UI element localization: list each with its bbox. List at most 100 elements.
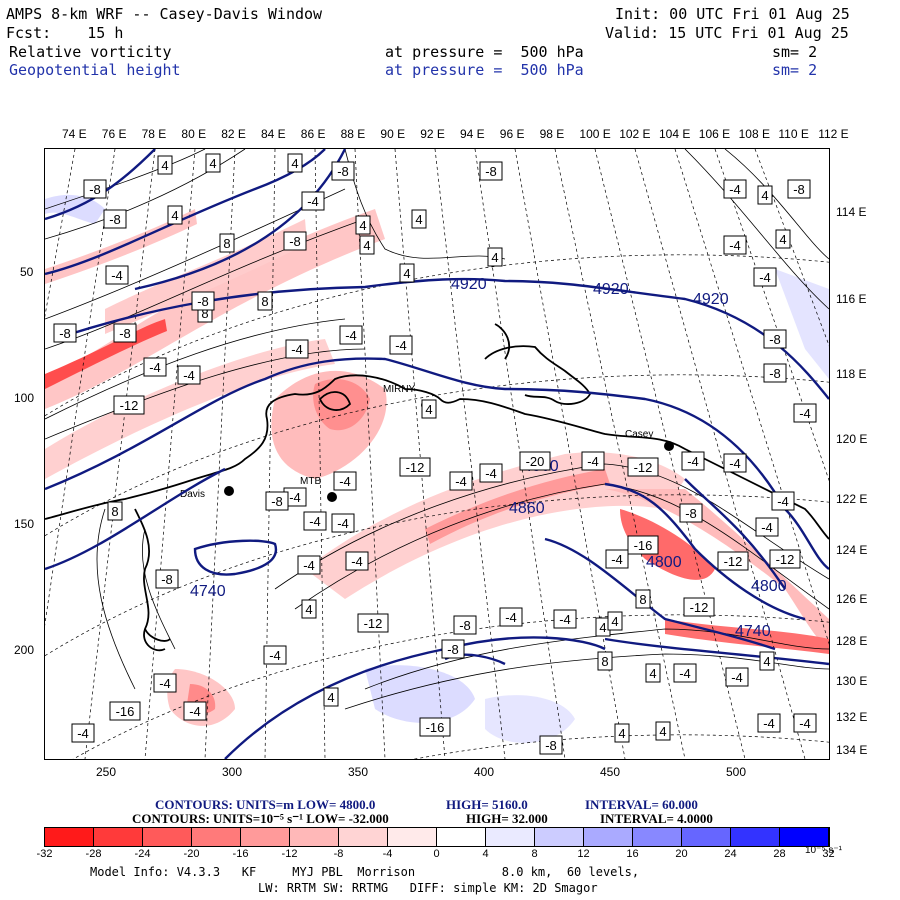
- vorticity-label-box: [287, 153, 303, 173]
- vorticity-label-box: [723, 179, 747, 199]
- vorticity-label: -12: [690, 600, 709, 615]
- x-tick-label: 400: [474, 765, 495, 779]
- vorticity-label: -8: [485, 164, 497, 179]
- color-bar-label: 16: [626, 848, 639, 860]
- station-label-casey: Casey: [625, 429, 653, 440]
- vorticity-label-box: [479, 463, 503, 483]
- height-label: 4740: [190, 583, 226, 600]
- color-bar-label: -28: [85, 848, 102, 860]
- vorticity-label: 4: [763, 654, 770, 669]
- right-longitude-label: 116 E: [836, 292, 867, 306]
- vorticity-label: 4: [761, 188, 768, 203]
- top-longitude-label: 74 E: [62, 127, 87, 141]
- field1-name: Relative vorticity: [9, 43, 172, 61]
- vorticity-label: -8: [161, 572, 173, 587]
- vorticity-label: 4: [599, 620, 606, 635]
- vorticity-label-box: [763, 363, 787, 383]
- top-longitude-label: 94 E: [460, 127, 485, 141]
- vorticity-label-box: [323, 687, 339, 707]
- vorticity-label-box: [755, 517, 779, 537]
- vorticity-label: 4: [161, 158, 168, 173]
- vorticity-label: -4: [345, 328, 357, 343]
- station-label-mirny: MIRNY: [383, 384, 416, 395]
- positive-vorticity-shading: [45, 194, 829, 743]
- vorticity-label-box: [105, 265, 129, 285]
- vorticity-label: -16: [116, 704, 135, 719]
- right-longitude-label: 132 E: [836, 710, 868, 724]
- height-label: 4920: [593, 281, 629, 298]
- vorticity-label-box: [331, 161, 355, 181]
- top-longitude-label: 106 E: [698, 127, 731, 141]
- vorticity-label: -4: [729, 456, 741, 471]
- vorticity-label: 4: [291, 156, 298, 171]
- vorticity-label-box: [333, 471, 357, 491]
- vorticity-label-box: [157, 155, 173, 175]
- vorticity-label: -16: [634, 538, 653, 553]
- vorticity-label: 8: [639, 592, 646, 607]
- color-bar-cell: [535, 828, 584, 846]
- vorticity-label-box: [263, 645, 287, 665]
- vorticity-label-box: [71, 723, 95, 743]
- vorticity-label: -8: [109, 212, 121, 227]
- vorticity-contours: [44, 148, 830, 710]
- top-longitude-label: 102 E: [619, 127, 651, 141]
- vorticity-label: 8: [601, 654, 608, 669]
- vorticity-label-box: [53, 323, 77, 343]
- vorticity-label-box: [449, 471, 473, 491]
- vorticity-label: -4: [309, 514, 321, 529]
- top-longitude-label: 98 E: [539, 127, 565, 141]
- x-tick-label: 500: [726, 765, 747, 779]
- vorticity-label: -8: [271, 494, 283, 509]
- vorticity-label: -8: [545, 738, 557, 753]
- vorticity-label-box: [113, 323, 137, 343]
- init-time: Init: 00 UTC Fri 01 Aug 25: [615, 5, 850, 23]
- x-tick-label: 450: [600, 765, 621, 779]
- vorticity-label: -12: [634, 460, 653, 475]
- negative-vorticity-shading: [45, 209, 829, 726]
- vorticity-label-box: [265, 491, 289, 511]
- vorticity-label: -4: [485, 466, 497, 481]
- vorticity-label: 4: [305, 602, 312, 617]
- field1-smoothing: sm= 2: [772, 43, 818, 61]
- field2-smoothing: sm= 2: [772, 61, 818, 79]
- lat-lon-grid: [0, 148, 900, 900]
- color-bar-label: -20: [183, 848, 200, 860]
- vorticity-label-box: [301, 191, 325, 211]
- vorticity-label-box: [219, 233, 235, 253]
- vorticity-label-box: [605, 549, 629, 569]
- top-longitude-label: 80 E: [181, 127, 207, 141]
- top-longitude-label: 78 E: [141, 127, 167, 141]
- map-svg: MIRNY MTB Davis Casey 4920 4920 4920 486…: [0, 148, 900, 900]
- vorticity-label-box: [627, 535, 659, 555]
- y-tick-label: 150: [14, 517, 35, 531]
- vorticity-label-box: [357, 613, 389, 633]
- vorticity-label-box: [627, 457, 659, 477]
- right-longitude-label: 118 E: [836, 367, 867, 381]
- vorticity-label-box: [655, 721, 671, 741]
- vorticity-label-box: [607, 611, 623, 631]
- color-bar-cell: [192, 828, 241, 846]
- vorticity-label-box: [339, 325, 363, 345]
- vorticity-label: -4: [291, 342, 303, 357]
- map-panel: MIRNY MTB Davis Casey 4920 4920 4920 486…: [0, 148, 900, 900]
- vorticity-label-box: [553, 609, 577, 629]
- color-bar-cell: [682, 828, 731, 846]
- vorticity-label: -8: [289, 234, 301, 249]
- vorticity-contour-interval: INTERVAL= 4.0000: [600, 811, 713, 826]
- vorticity-label-box: [753, 267, 777, 287]
- right-longitude-label: 130 E: [836, 674, 868, 688]
- vorticity-label: 4: [403, 266, 410, 281]
- vorticity-label-box: [359, 235, 375, 255]
- top-longitude-label: 86 E: [300, 127, 326, 141]
- vorticity-label-box: [441, 639, 465, 659]
- right-longitude-label: 128 E: [836, 634, 868, 648]
- vorticity-label: -8: [89, 182, 101, 197]
- top-longitude-label: 96 E: [499, 127, 525, 141]
- vorticity-label-box: [297, 555, 321, 575]
- color-bar-cell: [143, 828, 192, 846]
- station-dot-casey: [664, 441, 674, 451]
- vorticity-label-box: [757, 713, 781, 733]
- vorticity-label: -4: [149, 360, 161, 375]
- vorticity-label: -12: [364, 616, 383, 631]
- top-longitude-label: 90 E: [380, 127, 406, 141]
